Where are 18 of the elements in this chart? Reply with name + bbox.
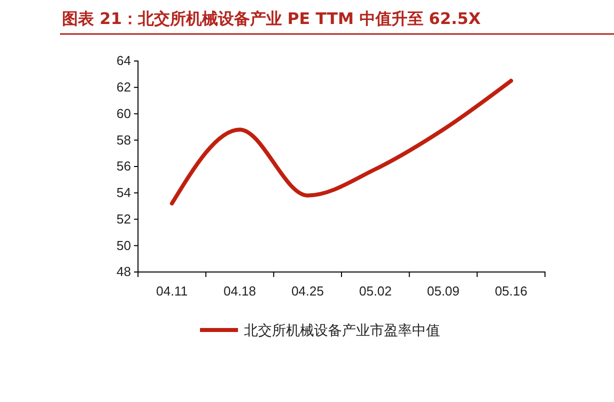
x-tick-label: 05.02 [359, 284, 392, 299]
y-tick-label: 54 [116, 185, 131, 200]
chart-title: 图表 21：北交所机械设备产业 PE TTM 中值升至 62.5X [62, 9, 482, 28]
y-tick-label: 50 [116, 238, 131, 253]
y-tick-label: 62 [116, 80, 131, 95]
x-tick-label: 04.25 [291, 284, 324, 299]
y-tick-label: 52 [116, 211, 131, 226]
y-tick-label: 64 [116, 53, 131, 68]
x-tick-label: 05.09 [426, 284, 460, 299]
y-tick-label: 56 [116, 158, 131, 174]
legend-label: 北交所机械设备产业市盈率中值 [244, 322, 440, 338]
x-tick-label: 04.18 [223, 284, 256, 299]
x-tick-label: 05.16 [494, 284, 528, 299]
line-series [170, 78, 514, 206]
y-tick-label: 48 [116, 264, 131, 280]
y-tick-label: 60 [116, 106, 131, 121]
x-tick-label: 04.11 [156, 284, 188, 299]
y-tick-label: 58 [116, 132, 131, 148]
